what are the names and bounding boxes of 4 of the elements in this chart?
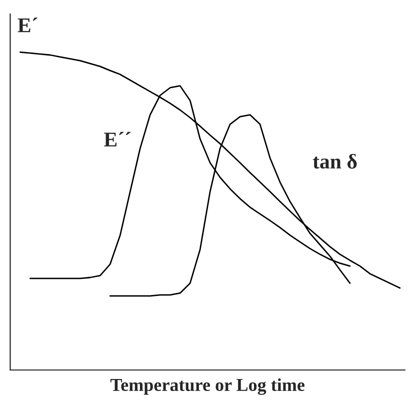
x-axis-title: Temperature or Log time	[110, 378, 304, 395]
series-label: E´´	[104, 132, 131, 146]
series-label: tan δ	[312, 154, 357, 169]
series-label: E´	[18, 18, 38, 32]
